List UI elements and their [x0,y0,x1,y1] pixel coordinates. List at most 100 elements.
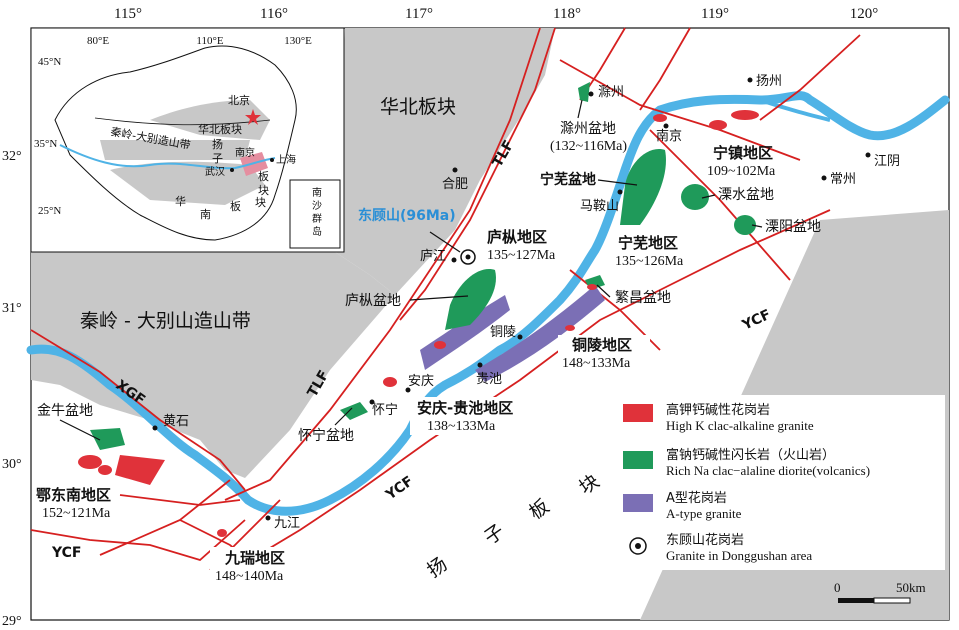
red-ningzhen-1 [731,110,759,120]
donggushan-label: 东顾山(96Ma) [358,207,456,224]
district-tongling-bg [558,335,650,371]
legend-swatch-richna [623,451,653,469]
dot-hefei [452,167,458,173]
inset-lon-130: 130°E [284,35,312,47]
lat-tick-31: 31° [2,301,22,316]
red-fanchang [587,284,597,290]
fault-lines [30,27,861,571]
district-anqing-name: 安庆-贵池地区 [417,399,513,417]
legend-atype-zh: A型花岗岩 [666,490,727,506]
city-huaining: 怀宁 [372,402,398,418]
red-ningzhen-2 [709,120,727,130]
district-jiurui-age: 148~140Ma [215,569,284,584]
district-edongnan-name: 鄂东南地区 [36,486,111,504]
basin-lishui: 溧水盆地 [718,187,774,203]
dot-changzhou [821,175,827,181]
district-ningzhen-name: 宁镇地区 [713,144,773,162]
red-edongnan-2 [115,455,165,485]
tlf-fault-1 [224,27,541,501]
inset-yangtze-river [59,144,276,170]
district-luzong-name: 庐枞地区 [487,228,547,246]
fault-nw-4 [99,479,231,556]
legend-bg [620,395,945,570]
inset-north-block: 华北板块 [198,122,242,136]
green-lishui [681,184,709,210]
district-labels: 宁镇地区 109~102Ma 庐枞地区 135~127Ma 宁芜地区 135~1… [36,144,776,585]
basin-chuzhou: 滁州盆地 [560,121,616,137]
inset-southsea-2: 沙 [312,200,322,212]
inset-north-china-gray [150,100,270,140]
city-chuzhou: 滁州 [598,84,624,100]
city-guichi: 贵池 [476,372,502,387]
district-edongnan-age: 152~121Ma [42,506,111,521]
qinling-dabie-label: 秦岭 - 大别山造山带 [80,310,251,332]
inset-beijing: 北京 [228,93,250,107]
dot-chuzhou [588,91,594,97]
dot-maanshan [617,189,623,195]
arrow-huaining [334,407,353,426]
legend-swatch-highk [623,404,653,422]
legend-swatch-atype [623,494,653,512]
inset-star-beijing [245,109,261,125]
district-anqing-bg [410,397,545,435]
city-jiujiang: 九江 [274,516,300,531]
inset-dot-wuhan [230,168,234,172]
fault-ne-5 [759,34,861,121]
ycf-fault-1 [249,209,831,561]
city-huangshi: 黄石 [163,414,189,429]
scale-bar-black [838,598,874,603]
inset-dot-shanghai [270,158,274,162]
basin-huaining: 怀宁盆地 [298,427,354,444]
legend-richna-en: Rich Na clac−alaline diorite(volcanics) [666,463,870,478]
inset-huanan-4: 块 [255,196,266,209]
inset-lat-35: 35°N [34,138,57,150]
xgf-fault [30,329,246,491]
legend-richna-zh: 富钠钙碱性闪长岩（火山岩） [666,447,835,463]
arrow-fanchang [596,284,611,298]
lon-tick-119: 119° [701,6,729,22]
green-liyang [734,215,756,235]
red-edongnan-1 [78,455,102,469]
scale-end: 50km [896,580,926,595]
lon-tick-115: 115° [114,6,142,22]
inset-huanan-2: 南 [200,208,211,221]
arrow-donggushan [429,231,461,253]
dot-anqing [405,387,411,393]
legend-donggushan-zh: 东顾山花岗岩 [666,532,744,548]
city-lujiang: 庐江 [420,249,446,264]
north-china-plate-label: 华北板块 [380,96,456,118]
longitude-ticks: 115° 116° 117° 118° 119° 120° [114,6,878,22]
inset-map: 80°E 110°E 130°E 45°N 35°N 25°N 北京 华北板块 … [30,27,345,253]
legend-highk-en: High K clac-alkaline granite [666,418,814,433]
lon-tick-117: 117° [405,6,433,22]
legend-highk-zh: 高钾钙碱性花岗岩 [666,402,770,418]
green-huaining [340,402,368,420]
legend-donggushan-dot [635,543,641,549]
basin-jinniu: 金牛盆地 [37,403,93,419]
district-tongling-age: 148~133Ma [562,356,631,371]
arrow-chuzhou [577,99,583,119]
inset-huanan-1: 华 [175,194,186,208]
arrow-ningwu-basin [597,179,638,186]
district-ningwu-age: 135~126Ma [615,254,684,269]
lon-tick-116: 116° [260,6,288,22]
arrow-lishui [701,194,716,199]
inset-huanan-3: 板 [230,199,241,213]
district-tongling-name: 铜陵地区 [572,336,632,354]
city-dots [152,77,871,521]
red-tongling-2 [565,325,575,331]
inset-yangzi-4: 块 [258,184,269,197]
green-jinniu [90,428,125,450]
city-hefei: 合肥 [442,177,468,192]
scale-bar-white [873,597,911,604]
dot-huangshi [152,425,158,431]
north-china-plate-area [335,28,555,295]
fault-ne-2 [639,27,691,111]
red-anqing [383,377,397,387]
ycf-fault-2 [30,519,246,562]
inset-yangzi-3: 板 [258,169,269,183]
dot-tongling [517,334,523,340]
dot-jiujiang [265,515,271,521]
green-ningwu [620,149,666,225]
